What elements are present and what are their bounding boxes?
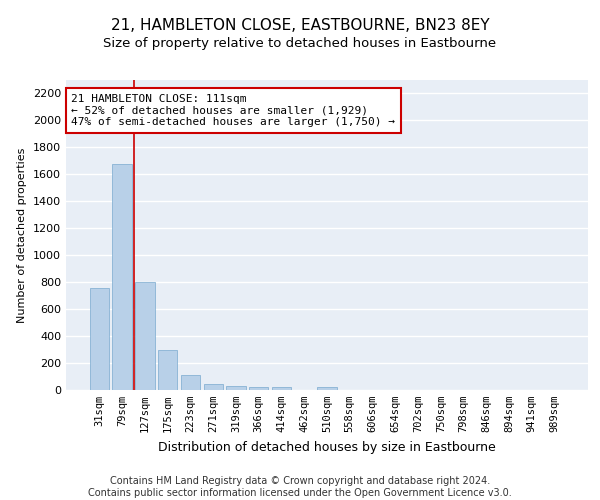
Bar xyxy=(112,164,132,390)
Bar xyxy=(272,388,291,390)
Bar xyxy=(158,350,178,390)
Text: 21, HAMBLETON CLOSE, EASTBOURNE, BN23 8EY: 21, HAMBLETON CLOSE, EASTBOURNE, BN23 8E… xyxy=(110,18,490,32)
Y-axis label: Number of detached properties: Number of detached properties xyxy=(17,148,28,322)
Text: Contains HM Land Registry data © Crown copyright and database right 2024.
Contai: Contains HM Land Registry data © Crown c… xyxy=(88,476,512,498)
Bar xyxy=(249,386,268,390)
Bar xyxy=(226,386,245,390)
Bar xyxy=(317,388,337,390)
Bar xyxy=(135,282,155,390)
Text: Size of property relative to detached houses in Eastbourne: Size of property relative to detached ho… xyxy=(103,38,497,51)
Text: 21 HAMBLETON CLOSE: 111sqm
← 52% of detached houses are smaller (1,929)
47% of s: 21 HAMBLETON CLOSE: 111sqm ← 52% of deta… xyxy=(71,94,395,127)
X-axis label: Distribution of detached houses by size in Eastbourne: Distribution of detached houses by size … xyxy=(158,440,496,454)
Bar xyxy=(203,384,223,390)
Bar xyxy=(181,375,200,390)
Bar xyxy=(90,288,109,390)
